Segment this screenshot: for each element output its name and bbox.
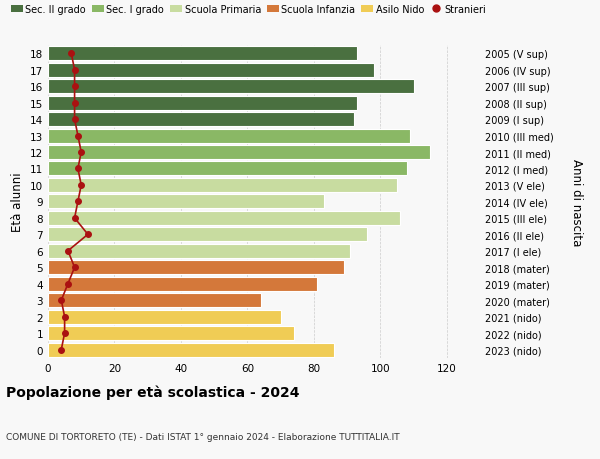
Legend: Sec. II grado, Sec. I grado, Scuola Primaria, Scuola Infanzia, Asilo Nido, Stran: Sec. II grado, Sec. I grado, Scuola Prim…: [11, 5, 487, 15]
Text: Popolazione per età scolastica - 2024: Popolazione per età scolastica - 2024: [6, 385, 299, 399]
Bar: [48, 96, 357, 110]
Bar: [48, 146, 430, 160]
Bar: [48, 179, 397, 192]
Bar: [48, 162, 407, 176]
Bar: [48, 129, 410, 143]
Bar: [48, 277, 317, 291]
Bar: [48, 195, 324, 209]
Y-axis label: Anni di nascita: Anni di nascita: [570, 158, 583, 246]
Bar: [48, 47, 357, 61]
Y-axis label: Età alunni: Età alunni: [11, 172, 25, 232]
Bar: [48, 113, 354, 127]
Text: COMUNE DI TORTORETO (TE) - Dati ISTAT 1° gennaio 2024 - Elaborazione TUTTITALIA.: COMUNE DI TORTORETO (TE) - Dati ISTAT 1°…: [6, 431, 400, 441]
Bar: [48, 343, 334, 357]
Bar: [48, 212, 400, 225]
Bar: [48, 228, 367, 242]
Bar: [48, 294, 260, 308]
Bar: [48, 261, 344, 274]
Bar: [48, 310, 281, 324]
Bar: [48, 244, 350, 258]
Bar: [48, 63, 374, 78]
Bar: [48, 80, 413, 94]
Bar: [48, 326, 294, 341]
